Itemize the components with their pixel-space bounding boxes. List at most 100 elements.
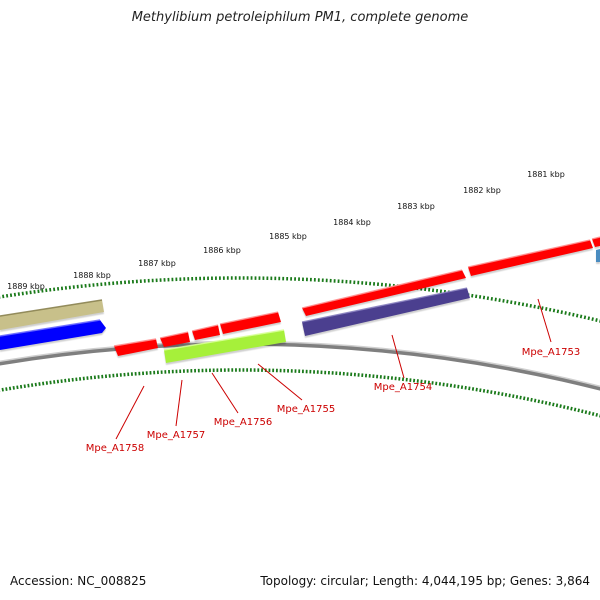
tick-mark [2, 294, 5, 299]
leader-line [211, 372, 239, 414]
tick-mark [562, 405, 566, 409]
tick-mark [566, 405, 570, 410]
gene-band-lime [163, 329, 286, 365]
gene-block-mpe-a1754-fwd [301, 269, 466, 318]
tick-mark [568, 311, 571, 316]
tick-mark [482, 295, 486, 300]
tick-mark [479, 388, 482, 393]
feature-track [0, 236, 600, 365]
tick-mark [12, 386, 15, 390]
tick-mark [510, 300, 513, 305]
tick-mark [595, 318, 598, 322]
tick-mark [575, 313, 579, 318]
gene-block-mpe-a1756 [191, 324, 220, 342]
tick-mark [482, 388, 486, 393]
tick-mark [497, 391, 500, 396]
tick-mark [30, 383, 34, 387]
tick-mark [446, 383, 449, 387]
tick-mark [501, 392, 504, 396]
tick-mark [464, 385, 467, 390]
tick-mark [515, 394, 519, 399]
tick-mark [460, 385, 464, 390]
tick-mark [486, 296, 490, 301]
tick-mark [552, 308, 556, 313]
tick-mark [5, 387, 8, 391]
tick-mark [490, 296, 493, 301]
tick-mark [537, 399, 541, 404]
tick-mark [588, 411, 591, 415]
tick-mark [493, 390, 497, 395]
tick-mark [519, 395, 522, 400]
tick-mark [559, 404, 562, 409]
leader-line [257, 363, 303, 401]
scale-label: 1887 kbp [138, 259, 176, 268]
tick-mark [478, 295, 482, 299]
gene-block-mpe-a1753-fwd [467, 239, 593, 278]
tick-mark [560, 310, 564, 315]
tick-mark [8, 386, 12, 391]
label-leader-lines [115, 298, 552, 440]
tick-mark [591, 317, 594, 322]
tick-mark [581, 409, 584, 414]
tick-mark [513, 301, 517, 305]
tick-mark [457, 384, 460, 389]
tick-mark [573, 407, 577, 412]
tick-mark [564, 311, 567, 315]
gene-labels: Mpe_A1753 Mpe_A1754 Mpe_A1755 Mpe_A1756 Mpe_… [86, 347, 580, 454]
tick-mark [517, 301, 521, 306]
tick-mark [475, 294, 478, 299]
tick-mark [449, 383, 453, 388]
tick-mark [13, 292, 17, 297]
tick-mark [526, 397, 530, 401]
tick-mark [584, 410, 588, 415]
tick-mark [502, 298, 505, 303]
tick-mark [525, 303, 529, 307]
leader-line [175, 379, 183, 427]
tick-mark [552, 402, 555, 407]
tick-mark [486, 389, 489, 394]
gene-label: Mpe_A1756 [214, 417, 272, 428]
tick-mark [541, 400, 544, 405]
scale-label: 1886 kbp [203, 246, 241, 255]
gene-label: Mpe_A1758 [86, 443, 144, 454]
gene-block-mpe-a1757 [159, 331, 190, 349]
tick-mark [504, 392, 508, 397]
tick-mark [23, 384, 26, 389]
tick-mark [548, 401, 551, 406]
scale-label: 1889 kbp [7, 282, 45, 291]
tick-mark [545, 307, 548, 311]
map-title: Methylibium petroleiphilum PM1, complete… [131, 10, 469, 25]
tick-mark [533, 304, 536, 309]
scale-label: 1881 kbp [527, 170, 565, 179]
tick-mark [541, 306, 544, 311]
scale-label: 1884 kbp [333, 218, 371, 227]
leader-line [391, 334, 405, 379]
topology-summary: Topology: circular; Length: 4,044,195 bp… [260, 574, 590, 588]
tick-mark [17, 292, 20, 296]
tick-mark [471, 387, 475, 391]
inner-tick-ring [0, 368, 600, 418]
gene-block-mpe-a1755 [219, 311, 281, 336]
tick-mark [508, 393, 511, 398]
tick-mark [9, 293, 13, 298]
tick-mark [533, 398, 537, 403]
tick-mark [468, 386, 471, 391]
leader-line [115, 385, 145, 440]
tick-mark [34, 382, 37, 387]
tick-mark [490, 390, 493, 394]
gene-band-blue [0, 319, 106, 352]
tick-mark [27, 383, 30, 388]
scale-label: 1885 kbp [269, 232, 307, 241]
tick-mark [556, 309, 560, 314]
tick-mark [16, 385, 19, 390]
tick-mark [587, 316, 591, 321]
tick-mark [1, 387, 4, 392]
tick-mark [523, 396, 526, 401]
tick-mark [19, 384, 23, 389]
tick-mark [506, 299, 509, 304]
scale-label: 1883 kbp [397, 202, 435, 211]
tick-mark [475, 387, 478, 392]
tick-mark [570, 406, 573, 411]
tick-mark [530, 397, 533, 402]
